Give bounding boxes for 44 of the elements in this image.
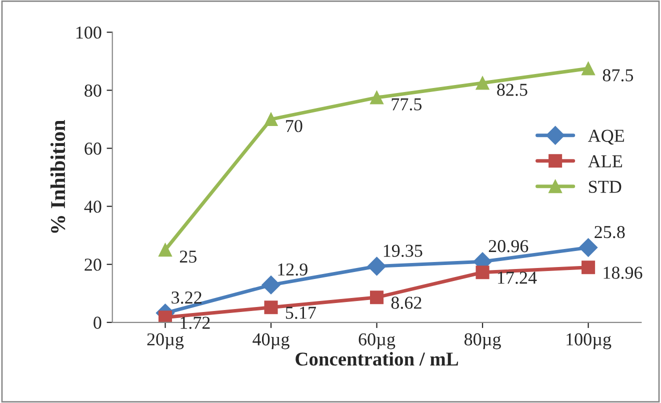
- data-label: 82.5: [497, 84, 528, 96]
- point: [158, 243, 172, 257]
- data-label: 20.96: [488, 240, 528, 252]
- point: [158, 310, 172, 322]
- x-tick-label: 100µg: [566, 333, 612, 350]
- point: [264, 112, 278, 126]
- data-label: 1.72: [180, 316, 210, 329]
- data-label: 77.5: [392, 98, 422, 110]
- point: [370, 90, 384, 104]
- y-tick-label: 80: [84, 84, 102, 97]
- y-tick-label: 100: [76, 26, 102, 39]
- x-axis-title: Concentration / mL: [296, 352, 458, 366]
- y-axis-title: % Inhibition: [50, 120, 66, 233]
- data-label: 8.62: [391, 296, 422, 309]
- point: [367, 256, 386, 276]
- point: [476, 266, 490, 280]
- point: [582, 62, 596, 76]
- x-tick-label: 20µg: [147, 333, 184, 350]
- point: [476, 76, 490, 90]
- x-tick-label: 80µg: [464, 333, 501, 350]
- data-label: 12.9: [278, 263, 308, 276]
- point: [582, 260, 596, 274]
- legend-label: ALE: [588, 155, 622, 168]
- data-label: 25: [180, 250, 196, 263]
- y-tick-label: 20: [84, 258, 102, 271]
- point: [578, 238, 598, 257]
- point: [262, 276, 280, 294]
- data-label: 3.22: [172, 292, 202, 304]
- data-label: 70: [286, 120, 302, 132]
- point: [370, 290, 384, 304]
- data-label: 19.35: [384, 244, 422, 257]
- data-label: 17.24: [498, 272, 537, 284]
- data-label: 5.17: [286, 306, 316, 319]
- legend-label: STD: [589, 180, 622, 193]
- data-label: 18.96: [604, 266, 642, 279]
- y-tick-label: 0: [94, 316, 102, 329]
- x-tick-label: 60µg: [358, 333, 396, 350]
- legend-label: AQE: [588, 130, 624, 145]
- data-label: 25.8: [594, 226, 625, 238]
- point: [264, 300, 278, 314]
- y-tick-label: 60: [84, 142, 102, 155]
- y-tick-label: 40: [84, 200, 102, 213]
- data-label: 87.5: [602, 69, 634, 82]
- x-tick-label: 40µg: [252, 333, 290, 350]
